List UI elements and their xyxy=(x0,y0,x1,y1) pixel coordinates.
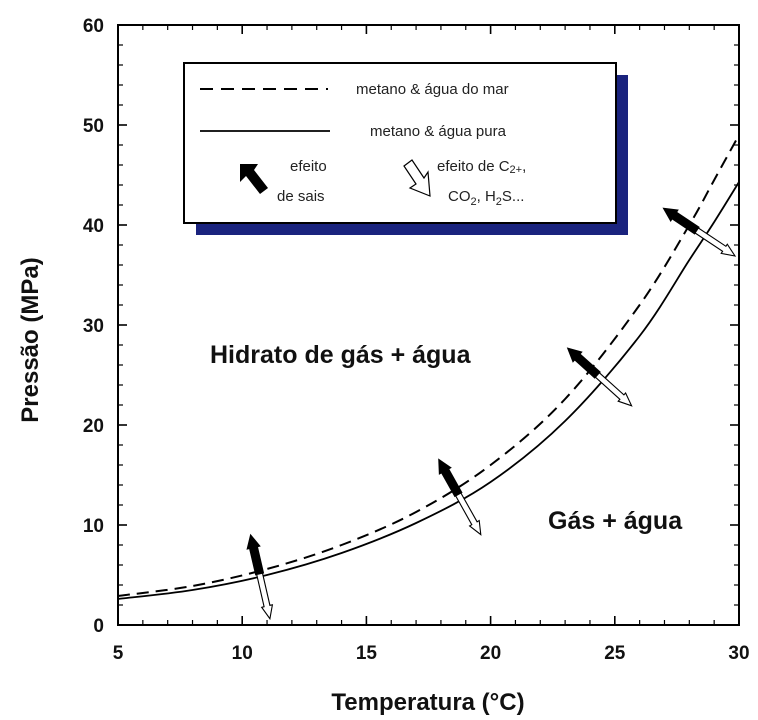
region-label-gas: Gás + água xyxy=(548,507,683,535)
series-line-purewater xyxy=(117,181,740,600)
legend-gas-arrow-icon xyxy=(403,159,431,197)
y-tick-label: 10 xyxy=(83,516,104,537)
y-tick-label: 30 xyxy=(83,316,104,337)
y-tick-label: 40 xyxy=(83,216,104,237)
x-tick-label: 25 xyxy=(604,643,626,664)
legend-box xyxy=(183,62,617,224)
x-tick-label: 10 xyxy=(232,643,253,664)
legend-gas-line2: CO2, H2S... xyxy=(448,188,524,208)
salt-effect-arrow-icon xyxy=(566,347,601,379)
y-tick-label: 60 xyxy=(83,16,104,37)
legend-label-purewater: metano & água pura xyxy=(370,123,507,140)
y-tick-label: 0 xyxy=(93,616,104,637)
gas-effect-arrow-icon xyxy=(256,572,274,621)
gas-effect-arrow-icon xyxy=(594,372,633,407)
legend-gas-line1: efeito de C2+, xyxy=(437,158,526,176)
y-axis-title: Pressão (MPa) xyxy=(17,257,44,422)
legend-salt-arrow-icon xyxy=(240,164,268,194)
y-tick-label: 20 xyxy=(83,416,104,437)
gas-effect-arrow-icon xyxy=(694,227,737,257)
x-tick-label: 5 xyxy=(113,643,124,664)
x-tick-label: 15 xyxy=(356,643,378,664)
effect-arrows xyxy=(246,207,737,621)
legend-salt-line2: de sais xyxy=(277,188,325,205)
x-tick-label: 20 xyxy=(480,643,501,664)
axis-ticks: 5 10 15 20 25 30 0 10 20 30 40 50 60 xyxy=(83,16,750,664)
salt-effect-arrow-icon xyxy=(438,458,463,498)
y-tick-label: 50 xyxy=(83,116,104,137)
legend-salt-line1: efeito xyxy=(290,158,327,175)
x-tick-label: 30 xyxy=(728,643,749,664)
legend-label-seawater: metano & água do mar xyxy=(356,81,509,98)
x-axis-title: Temperatura (°C) xyxy=(331,689,524,716)
salt-effect-arrow-icon xyxy=(246,533,265,576)
salt-effect-arrow-icon xyxy=(662,207,700,235)
region-label-hydrate: Hidrato de gás + água xyxy=(210,341,472,369)
gas-effect-arrow-icon xyxy=(454,492,482,536)
legend: metano & água do mar metano & água pura … xyxy=(183,62,628,235)
